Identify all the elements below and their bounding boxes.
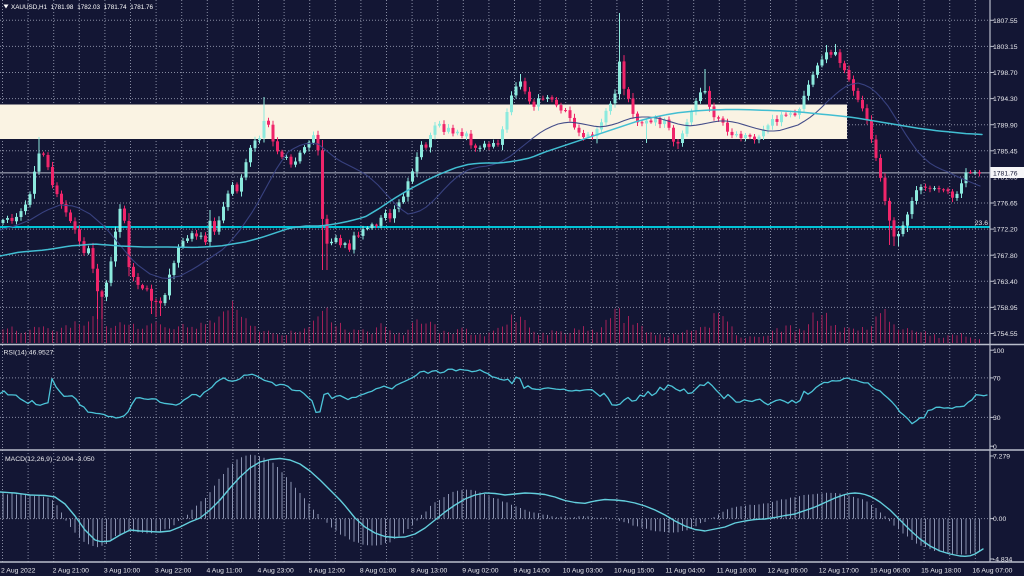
svg-text:23.6: 23.6 [975,220,988,227]
svg-text:1781.98: 1781.98 [51,4,74,11]
svg-text:1789.90: 1789.90 [993,122,1018,129]
svg-text:2 Aug 2022: 2 Aug 2022 [1,567,36,574]
svg-text:1803.15: 1803.15 [993,44,1018,51]
svg-text:1781.76: 1781.76 [130,4,153,11]
svg-text:1782.03: 1782.03 [77,4,100,11]
svg-text:15 Aug 18:00: 15 Aug 18:00 [921,567,961,574]
svg-text:-4.834: -4.834 [993,557,1012,564]
svg-text:MACD(12,26,9) -2.004 -3.050: MACD(12,26,9) -2.004 -3.050 [5,456,95,463]
svg-text:1798.70: 1798.70 [993,70,1018,77]
svg-text:4 Aug 11:00: 4 Aug 11:00 [207,567,243,574]
svg-text:8 Aug 13:00: 8 Aug 13:00 [411,567,448,574]
svg-text:1758.95: 1758.95 [993,305,1018,312]
svg-text:11 Aug 04:00: 11 Aug 04:00 [665,567,705,574]
svg-text:1767.80: 1767.80 [993,253,1018,260]
svg-text:11 Aug 16:00: 11 Aug 16:00 [717,567,757,574]
svg-text:1776.65: 1776.65 [993,201,1018,208]
svg-text:10 Aug 15:00: 10 Aug 15:00 [614,567,654,574]
svg-text:7.279: 7.279 [993,454,1010,461]
svg-text:8 Aug 01:00: 8 Aug 01:00 [360,567,397,574]
svg-text:1807.55: 1807.55 [993,18,1018,25]
svg-text:2 Aug 21:00: 2 Aug 21:00 [53,567,90,574]
svg-text:RSI(14) 46.9527: RSI(14) 46.9527 [4,350,54,357]
svg-text:1781.76: 1781.76 [993,170,1018,177]
svg-text:1763.40: 1763.40 [993,279,1018,286]
svg-text:30: 30 [993,415,1001,422]
svg-text:1781.74: 1781.74 [104,4,127,11]
svg-text:16 Aug 07:00: 16 Aug 07:00 [972,567,1012,574]
svg-text:12 Aug 17:00: 12 Aug 17:00 [819,567,859,574]
svg-text:5 Aug 12:00: 5 Aug 12:00 [309,567,346,574]
svg-text:100: 100 [993,348,1005,355]
svg-text:15 Aug 06:00: 15 Aug 06:00 [870,567,910,574]
svg-text:9 Aug 02:00: 9 Aug 02:00 [462,567,499,574]
svg-text:0.00: 0.00 [993,516,1006,523]
svg-text:3 Aug 22:00: 3 Aug 22:00 [155,567,192,574]
svg-text:1772.20: 1772.20 [993,227,1018,234]
svg-text:10 Aug 03:00: 10 Aug 03:00 [563,567,603,574]
svg-text:1785.45: 1785.45 [993,148,1018,155]
svg-text:3 Aug 10:00: 3 Aug 10:00 [104,567,141,574]
svg-text:0: 0 [993,444,997,451]
svg-text:1754.55: 1754.55 [993,331,1018,338]
svg-text:XAUUSD,H1: XAUUSD,H1 [11,4,48,11]
svg-text:12 Aug 05:00: 12 Aug 05:00 [768,567,808,574]
svg-text:4 Aug 23:00: 4 Aug 23:00 [257,567,294,574]
svg-text:9 Aug 14:00: 9 Aug 14:00 [513,567,550,574]
svg-text:1794.30: 1794.30 [993,96,1018,103]
svg-text:70: 70 [993,376,1001,383]
